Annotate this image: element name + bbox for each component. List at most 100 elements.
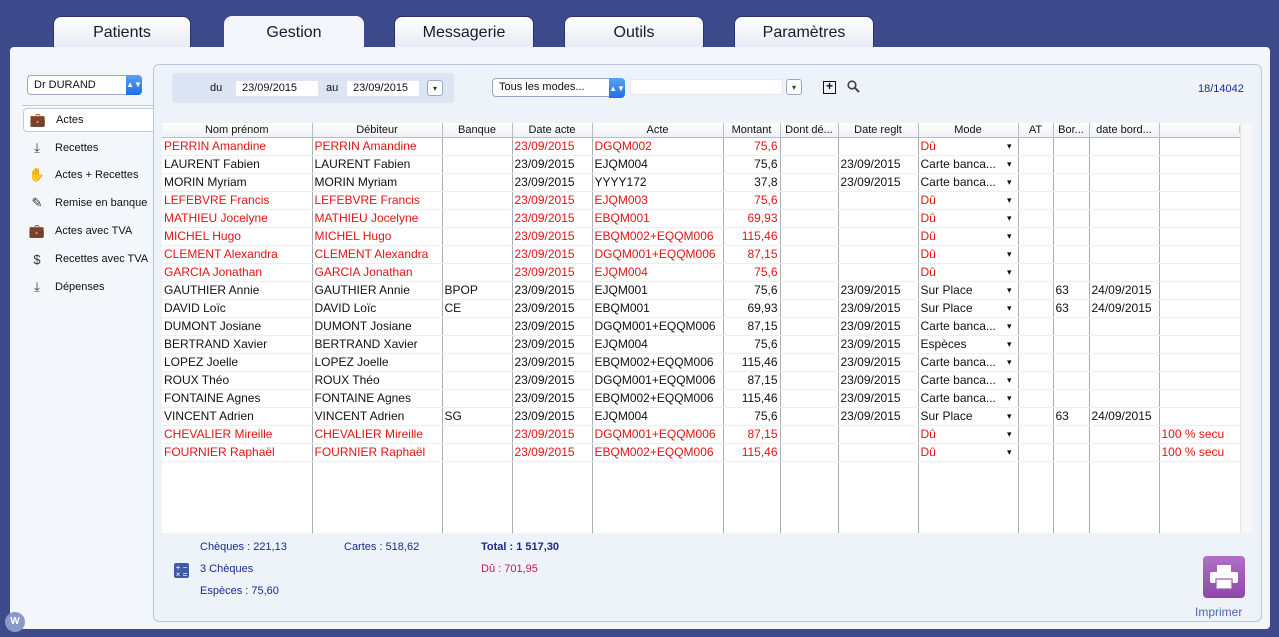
sidebar-item-actes-recettes[interactable]: ✋ Actes + Recettes: [26, 163, 154, 187]
cell-mode[interactable]: Dû: [918, 227, 1019, 246]
table-scrollbar[interactable]: [1240, 123, 1252, 533]
to-date-field[interactable]: 23/09/2015: [347, 81, 419, 96]
cell-mode[interactable]: Espèces: [918, 335, 1019, 354]
cell-dont-de: [780, 371, 839, 390]
cell-mode[interactable]: Carte banca...: [918, 317, 1019, 336]
cell-nom-prenom: LOPEZ Joelle: [162, 353, 313, 372]
cell-mode[interactable]: Carte banca...: [918, 371, 1019, 390]
col-note[interactable]: Note: [1159, 123, 1252, 138]
table-row[interactable]: LOPEZ Joelle LOPEZ Joelle 23/09/2015 EBQM00…: [162, 353, 1252, 372]
table-row[interactable]: GAUTHIER Annie GAUTHIER Annie BPOP 23/09/20…: [162, 281, 1252, 300]
table-row[interactable]: FONTAINE Agnes FONTAINE Agnes 23/09/2015 EB…: [162, 389, 1252, 408]
search-icon[interactable]: [847, 80, 860, 96]
tab-messagerie[interactable]: Messagerie: [394, 16, 534, 48]
table-row[interactable]: ROUX Théo ROUX Théo 23/09/2015 DGQM001+EQQM…: [162, 371, 1252, 390]
empty-cell: [1089, 461, 1160, 479]
table-row[interactable]: VINCENT Adrien VINCENT Adrien SG 23/09/2015…: [162, 407, 1252, 426]
cell-mode[interactable]: Dû: [918, 137, 1019, 156]
sidebar-item-recettes-tva[interactable]: $ Recettes avec TVA: [26, 247, 154, 271]
gestion-content: Dr DURAND ▲▼ 💼 Actes ⤓ Recettes ✋ Actes …: [10, 47, 1270, 629]
mode-search-input[interactable]: [630, 79, 783, 95]
cell-at: [1018, 155, 1054, 174]
col-banque[interactable]: Banque: [442, 123, 513, 138]
cell-note: [1159, 353, 1252, 372]
payment-mode-select[interactable]: Tous les modes... ▲▼: [492, 78, 625, 98]
cell-mode[interactable]: Dû: [918, 209, 1019, 228]
table-row[interactable]: MICHEL Hugo MICHEL Hugo 23/09/2015 EBQM002+…: [162, 227, 1252, 246]
cell-mode[interactable]: Dû: [918, 191, 1019, 210]
from-date-field[interactable]: 23/09/2015: [236, 81, 318, 96]
tab-outils[interactable]: Outils: [564, 16, 704, 48]
mode-dropdown-button[interactable]: ▾: [786, 79, 802, 95]
table-row[interactable]: CHEVALIER Mireille CHEVALIER Mireille 23/0…: [162, 425, 1252, 444]
table-row[interactable]: DUMONT Josiane DUMONT Josiane 23/09/2015 DG…: [162, 317, 1252, 336]
cell-at: [1018, 173, 1054, 192]
cell-date-acte: 23/09/2015: [512, 173, 593, 192]
cell-mode[interactable]: Dû: [918, 245, 1019, 264]
col-mode[interactable]: Mode: [918, 123, 1019, 138]
cell-mode[interactable]: Carte banca...: [918, 353, 1019, 372]
col-date-acte[interactable]: Date acte: [512, 123, 593, 138]
date-dropdown-button[interactable]: ▾: [427, 80, 443, 96]
col-at[interactable]: AT: [1018, 123, 1054, 138]
col-acte[interactable]: Acte: [592, 123, 724, 138]
col-nom-prenom[interactable]: Nom prénom: [162, 123, 313, 138]
cell-mode[interactable]: Carte banca...: [918, 155, 1019, 174]
cell-mode[interactable]: Carte banca...: [918, 389, 1019, 408]
cell-debiteur: LEFEBVRE Francis: [312, 191, 443, 210]
doctor-select[interactable]: Dr DURAND ▲▼: [27, 75, 142, 95]
add-icon[interactable]: +: [823, 80, 836, 94]
cell-mode[interactable]: Dû: [918, 443, 1019, 462]
cell-montant: 87,15: [723, 317, 781, 336]
cell-montant: 75,6: [723, 191, 781, 210]
empty-cell: [312, 497, 443, 515]
table-row[interactable]: LEFEBVRE Francis LEFEBVRE Francis 23/09/20…: [162, 191, 1252, 210]
col-bordereau[interactable]: Bor...: [1053, 123, 1090, 138]
tab-parametres[interactable]: Paramètres: [734, 16, 874, 48]
cell-dont-de: [780, 443, 839, 462]
calculator-icon[interactable]: + − × =: [174, 563, 189, 579]
table-row[interactable]: GARCIA Jonathan GARCIA Jonathan 23/09/2015…: [162, 263, 1252, 282]
sidebar-item-actes[interactable]: 💼 Actes: [23, 108, 156, 132]
print-label[interactable]: Imprimer: [1195, 605, 1243, 619]
cell-banque: [442, 137, 513, 156]
cell-mode[interactable]: Dû: [918, 425, 1019, 444]
empty-cell: [592, 461, 724, 479]
col-montant[interactable]: Montant: [723, 123, 781, 138]
sidebar-item-depenses[interactable]: ⤓ Dépenses: [26, 275, 154, 299]
tab-patients[interactable]: Patients: [53, 16, 191, 48]
table-row[interactable]: LAURENT Fabien LAURENT Fabien 23/09/2015 EJ…: [162, 155, 1252, 174]
table-row[interactable]: PERRIN Amandine PERRIN Amandine 23/09/2015…: [162, 137, 1252, 156]
cell-mode[interactable]: Carte banca...: [918, 173, 1019, 192]
cell-mode[interactable]: Sur Place: [918, 281, 1019, 300]
table-row[interactable]: FOURNIER Raphaël FOURNIER Raphaël 23/09/20…: [162, 443, 1252, 462]
cell-bordereau: 63: [1053, 299, 1090, 318]
cell-date-acte: 23/09/2015: [512, 317, 593, 336]
print-button[interactable]: [1203, 556, 1245, 598]
empty-cell: [1159, 461, 1252, 479]
tab-gestion[interactable]: Gestion: [224, 16, 364, 49]
cell-date-bordereau: [1089, 191, 1160, 210]
cell-mode[interactable]: Sur Place: [918, 407, 1019, 426]
cell-bordereau: [1053, 353, 1090, 372]
col-debiteur[interactable]: Débiteur: [312, 123, 443, 138]
cell-note: [1159, 173, 1252, 192]
cell-acte: EJQM004: [592, 407, 724, 426]
col-date-bordereau[interactable]: date bord...: [1089, 123, 1160, 138]
cell-note: [1159, 281, 1252, 300]
empty-cell: [780, 461, 839, 479]
sidebar-item-actes-tva[interactable]: 💼 Actes avec TVA: [26, 219, 154, 243]
sidebar-item-remise-en-banque[interactable]: ✎ Remise en banque: [26, 191, 154, 215]
table-row[interactable]: DAVID Loïc DAVID Loïc CE 23/09/2015 EBQM001 6…: [162, 299, 1252, 318]
table-row[interactable]: MATHIEU Jocelyne MATHIEU Jocelyne 23/09/20…: [162, 209, 1252, 228]
table-row[interactable]: CLEMENT Alexandra CLEMENT Alexandra 23/09/…: [162, 245, 1252, 264]
sidebar-item-recettes[interactable]: ⤓ Recettes: [26, 136, 154, 160]
table-row[interactable]: BERTRAND Xavier BERTRAND Xavier 23/09/2015…: [162, 335, 1252, 354]
cell-mode[interactable]: Dû: [918, 263, 1019, 282]
table-body: PERRIN Amandine PERRIN Amandine 23/09/2015…: [162, 137, 1252, 533]
cell-mode[interactable]: Sur Place: [918, 299, 1019, 318]
cell-date-reglt: 23/09/2015: [838, 353, 919, 372]
col-dont-de[interactable]: Dont dé...: [780, 123, 839, 138]
table-row[interactable]: MORIN Myriam MORIN Myriam 23/09/2015 YYYY17…: [162, 173, 1252, 192]
col-date-reglt[interactable]: Date reglt: [838, 123, 919, 138]
